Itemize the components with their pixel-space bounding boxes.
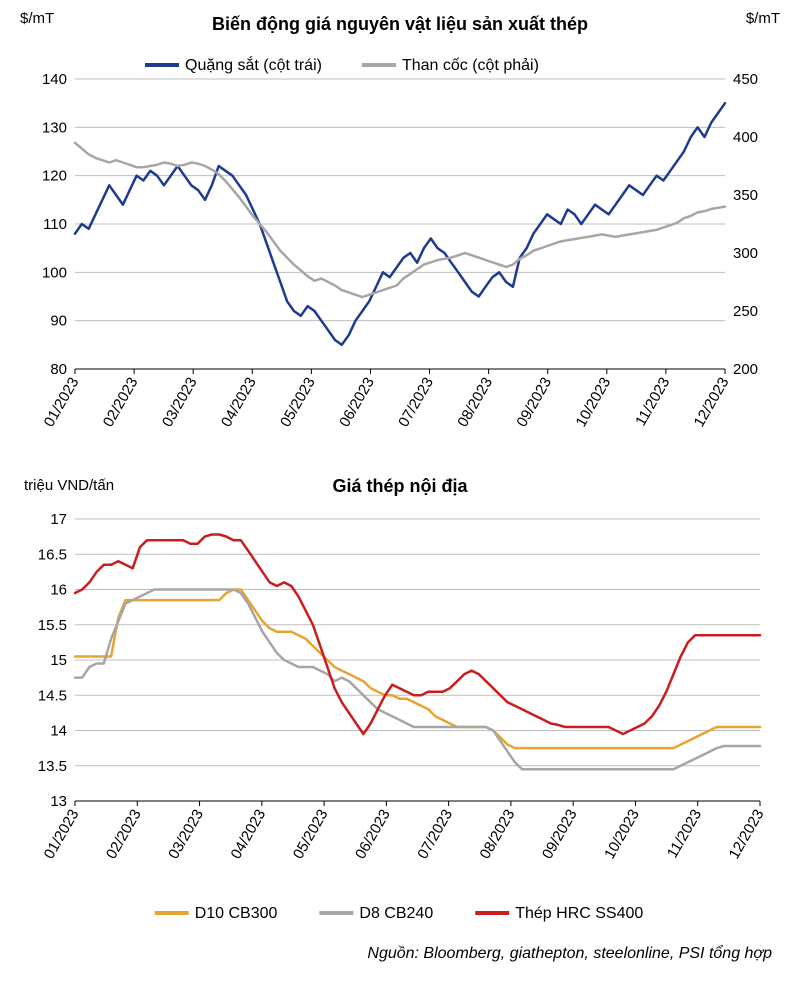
svg-text:06/2023: 06/2023 [336, 375, 378, 430]
svg-text:80: 80 [50, 361, 67, 378]
svg-text:05/2023: 05/2023 [290, 807, 332, 862]
svg-text:13.5: 13.5 [38, 758, 67, 775]
svg-text:250: 250 [733, 303, 758, 320]
svg-text:01/2023: 01/2023 [41, 807, 83, 862]
svg-text:450: 450 [733, 71, 758, 88]
svg-text:Than cốc (cột phải): Than cốc (cột phải) [402, 57, 539, 74]
svg-text:D8 CB240: D8 CB240 [359, 905, 433, 922]
svg-text:17: 17 [50, 511, 67, 528]
svg-text:100: 100 [42, 264, 67, 281]
svg-text:Thép HRC SS400: Thép HRC SS400 [515, 905, 643, 922]
svg-text:15: 15 [50, 652, 67, 669]
svg-text:110: 110 [43, 216, 67, 233]
svg-text:11/2023: 11/2023 [632, 375, 673, 429]
chart1-y-right-unit: $/mT [746, 10, 780, 27]
svg-text:15.5: 15.5 [38, 617, 67, 634]
chart1-y-left-unit: $/mT [20, 10, 54, 27]
svg-text:350: 350 [733, 187, 758, 204]
svg-text:16.5: 16.5 [38, 546, 67, 563]
svg-text:07/2023: 07/2023 [414, 807, 456, 862]
svg-text:120: 120 [42, 168, 67, 185]
svg-text:D10 CB300: D10 CB300 [195, 905, 278, 922]
svg-text:Quặng sắt (cột trái): Quặng sắt (cột trái) [185, 55, 322, 74]
svg-text:05/2023: 05/2023 [277, 375, 319, 430]
svg-text:02/2023: 02/2023 [103, 807, 145, 862]
svg-text:09/2023: 09/2023 [539, 807, 581, 862]
svg-text:13: 13 [50, 793, 67, 810]
svg-text:16: 16 [50, 582, 67, 599]
chart1-svg: 80 90 100 110 120 130 140 200 250 300 350 400 450 01/… [20, 39, 780, 459]
svg-text:140: 140 [42, 71, 67, 88]
source-note: Nguồn: Bloomberg, giathepton, steelonlin… [20, 945, 780, 963]
chart1-frame: $/mT $/mT Biến động giá nguyên vật liệu … [20, 14, 780, 459]
svg-text:14: 14 [50, 723, 67, 740]
svg-text:12/2023: 12/2023 [726, 807, 768, 862]
svg-text:09/2023: 09/2023 [513, 375, 555, 430]
svg-text:12/2023: 12/2023 [691, 375, 733, 430]
svg-text:14.5: 14.5 [38, 687, 67, 704]
svg-text:130: 130 [42, 119, 67, 136]
svg-text:400: 400 [733, 129, 758, 146]
svg-text:07/2023: 07/2023 [395, 375, 437, 430]
svg-text:04/2023: 04/2023 [218, 375, 260, 430]
svg-text:03/2023: 03/2023 [159, 375, 201, 430]
svg-text:90: 90 [50, 313, 67, 330]
svg-text:300: 300 [733, 245, 758, 262]
svg-text:02/2023: 02/2023 [100, 375, 142, 430]
svg-text:03/2023: 03/2023 [165, 807, 207, 862]
svg-text:11/2023: 11/2023 [664, 807, 705, 861]
chart2-title: Giá thép nội địa [20, 476, 780, 497]
svg-text:06/2023: 06/2023 [352, 807, 394, 862]
svg-text:200: 200 [733, 361, 758, 378]
chart1-title: Biến động giá nguyên vật liệu sản xuất t… [20, 14, 780, 35]
svg-text:01/2023: 01/2023 [41, 375, 83, 430]
svg-text:08/2023: 08/2023 [477, 807, 519, 862]
svg-text:10/2023: 10/2023 [601, 807, 643, 862]
page: $/mT $/mT Biến động giá nguyên vật liệu … [0, 0, 800, 973]
chart2-svg: 13 13.5 14 14.5 15 15.5 16 16.5 17 01/2023 02/2023… [20, 501, 780, 931]
svg-text:08/2023: 08/2023 [454, 375, 496, 430]
chart2-frame: triệu VND/tấn Giá thép nội địa 1313.5141… [20, 477, 780, 931]
svg-text:10/2023: 10/2023 [572, 375, 614, 430]
svg-text:04/2023: 04/2023 [227, 807, 269, 862]
